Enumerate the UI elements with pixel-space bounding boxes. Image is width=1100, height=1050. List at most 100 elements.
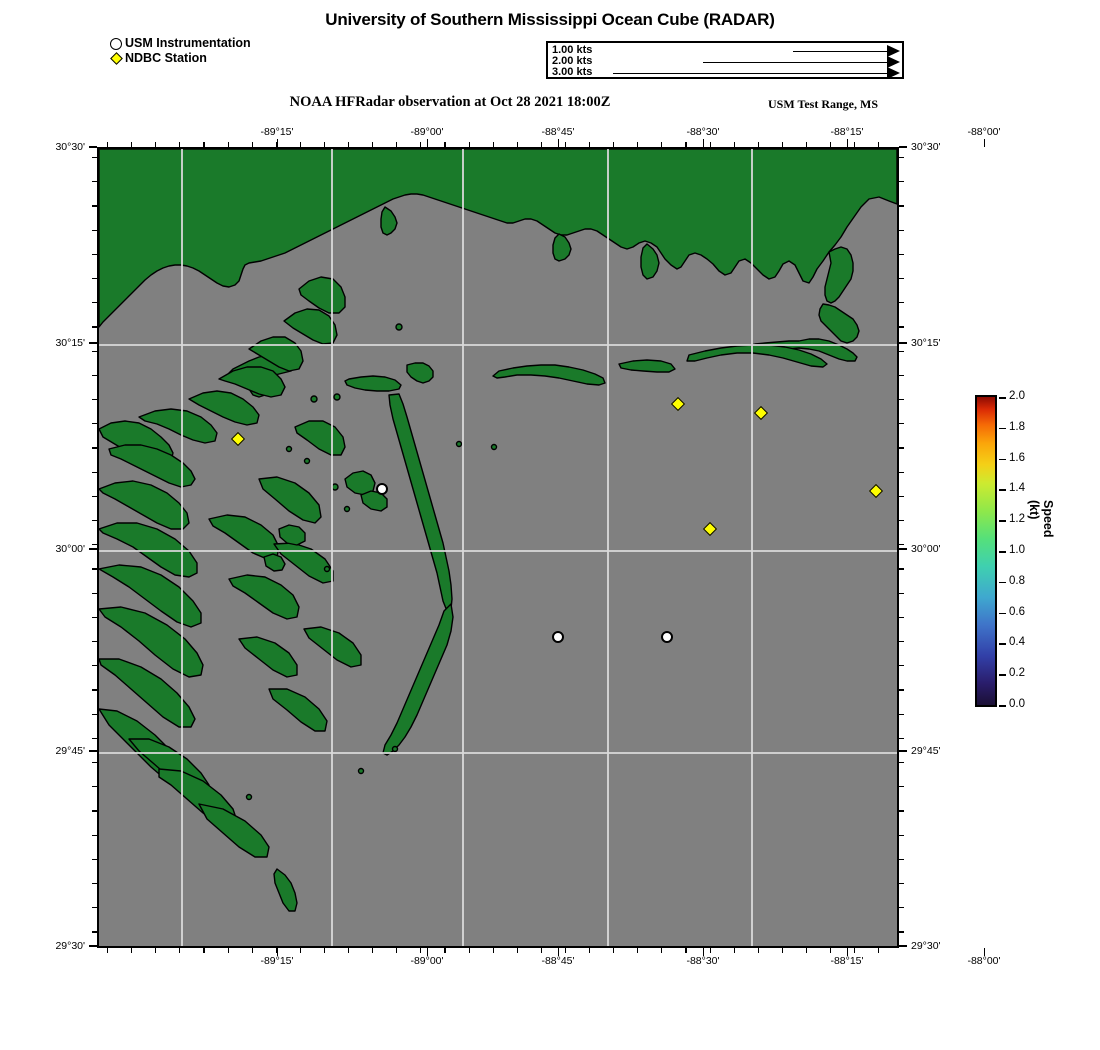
axis-tick-label: -88°15' <box>830 126 864 138</box>
axis-tick <box>899 750 907 752</box>
vector-scale-key: 1.00 kts 2.00 kts 3.00 kts <box>546 41 904 79</box>
axis-tick <box>516 142 518 147</box>
axis-tick <box>92 302 97 304</box>
axis-tick <box>92 205 97 207</box>
axis-tick <box>899 737 904 739</box>
usm-instrumentation-marker[interactable] <box>552 631 564 643</box>
marker-legend: USM Instrumentation NDBC Station <box>109 36 251 66</box>
axis-tick <box>899 157 904 159</box>
chandeleur-lagoon-islet-2 <box>360 490 388 512</box>
axis-tick <box>92 278 97 280</box>
axis-tick-label: -89°00' <box>410 955 444 967</box>
axis-tick <box>323 948 326 953</box>
usm-instrumentation-marker[interactable] <box>376 483 388 495</box>
pascagoula-inlet <box>552 233 572 262</box>
map-canvas[interactable] <box>97 147 899 948</box>
axis-tick <box>92 568 97 570</box>
vector-key-arrowhead-1 <box>887 45 900 57</box>
axis-tick <box>983 948 985 956</box>
axis-tick <box>564 142 567 147</box>
axis-tick <box>251 142 253 147</box>
axis-tick <box>899 350 904 352</box>
axis-tick <box>468 142 470 147</box>
axis-tick-label: -88°00' <box>967 955 1001 967</box>
vector-key-row-3: 3.00 kts <box>548 66 902 79</box>
axis-tick <box>92 689 97 691</box>
axis-tick <box>468 948 470 953</box>
axis-tick <box>107 948 109 953</box>
axis-tick <box>899 641 904 643</box>
delta-islet-6 <box>343 505 351 513</box>
axis-tick <box>92 786 97 788</box>
circle-marker-icon <box>110 37 122 50</box>
axis-tick-label: -88°45' <box>541 955 575 967</box>
axis-tick <box>899 520 904 522</box>
axis-tick <box>92 253 97 255</box>
colorbar-tick-label: 1.6 <box>1009 451 1025 464</box>
axis-tick <box>685 142 687 147</box>
axis-tick <box>589 142 591 147</box>
axis-tick <box>781 142 783 147</box>
axis-tick <box>92 181 97 183</box>
vector-key-label-3: 3.00 kts <box>552 66 593 78</box>
gulf-islet-2 <box>490 443 498 451</box>
axis-tick-label: -89°00' <box>410 126 444 138</box>
colorbar-tick-label: 1.4 <box>1009 482 1025 495</box>
axis-tick <box>878 142 880 147</box>
delta-islet-7 <box>323 565 331 573</box>
axis-tick-label: -88°30' <box>686 955 720 967</box>
axis-tick <box>540 948 542 953</box>
gulf-islet-3 <box>395 323 403 331</box>
axis-tick <box>899 568 904 570</box>
delta-islet-1 <box>310 395 318 403</box>
delta-marsh-d <box>188 390 260 426</box>
chandeleur-outlier-south <box>273 868 298 912</box>
axis-tick <box>131 142 133 147</box>
axis-tick <box>899 447 904 449</box>
legend-item-ndbc: NDBC Station <box>109 51 251 66</box>
usm-instrumentation-marker[interactable] <box>661 631 673 643</box>
chandeleur-islet-a <box>391 745 399 753</box>
colorbar-tick <box>999 458 1006 461</box>
delta-marsh-t <box>258 476 322 524</box>
axis-tick <box>348 142 350 147</box>
axis-tick <box>155 142 157 147</box>
axis-tick-label: -88°00' <box>967 126 1001 138</box>
delta-marsh-u <box>273 542 334 584</box>
axis-tick <box>661 948 663 953</box>
axis-tick-label: 30°15' <box>911 337 941 349</box>
delta-marsh-k <box>99 564 202 628</box>
colorbar-tick-label: 2.0 <box>1009 390 1025 402</box>
axis-tick-label: 29°30' <box>911 940 941 952</box>
delta-marsh-y <box>268 688 328 732</box>
mobile-bay-east <box>824 246 854 304</box>
delta-marsh-i <box>99 480 190 530</box>
vector-key-arrowhead-3 <box>887 67 900 79</box>
delta-marsh-h <box>298 276 346 314</box>
axis-tick <box>251 948 253 953</box>
axis-tick <box>92 883 97 885</box>
colorbar-tick <box>999 643 1006 645</box>
map-vector-layer <box>99 149 897 946</box>
delta-islet-4 <box>303 457 311 465</box>
vector-key-line-1 <box>793 51 888 53</box>
diamond-marker-icon <box>109 52 123 65</box>
delta-marsh-j <box>99 522 198 578</box>
axis-tick <box>516 948 518 953</box>
axis-tick-label: 29°45' <box>911 745 941 757</box>
axis-tick <box>830 948 832 953</box>
axis-tick <box>92 810 97 812</box>
axis-tick <box>372 142 374 147</box>
axis-tick <box>540 142 542 147</box>
axis-tick <box>92 641 97 643</box>
delta-marsh-m <box>99 658 196 728</box>
axis-tick <box>426 139 428 147</box>
axis-tick <box>899 146 907 148</box>
axis-tick <box>899 907 904 909</box>
axis-tick <box>92 495 97 497</box>
axis-tick <box>426 948 428 956</box>
axis-tick <box>899 592 904 594</box>
axis-tick <box>227 948 229 953</box>
axis-tick <box>92 665 97 667</box>
colorbar-tick <box>999 489 1006 491</box>
